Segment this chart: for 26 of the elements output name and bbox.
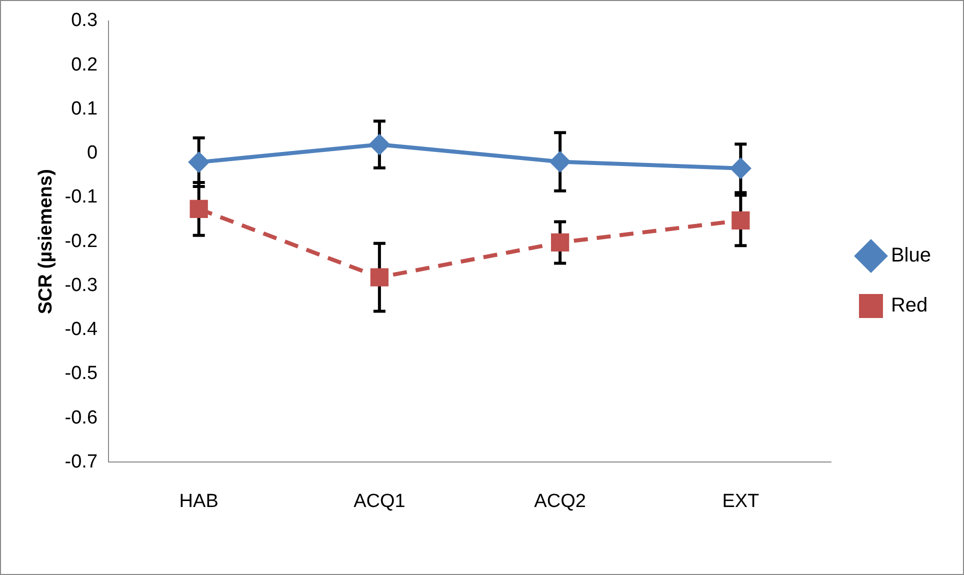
point — [730, 158, 751, 178]
point — [188, 152, 209, 172]
y-tick-label: 0.1 — [71, 98, 98, 120]
legend-label: Blue — [890, 244, 931, 267]
x-tick-label: HAB — [179, 490, 218, 512]
y-tick-label: 0.3 — [71, 10, 98, 32]
y-tick-label: 0.2 — [71, 54, 98, 76]
y-axis-title: SCR (µsiemens) — [36, 169, 57, 314]
point — [190, 200, 208, 218]
y-tick-label: -0.3 — [64, 274, 98, 296]
point — [732, 211, 750, 230]
y-tick-label: -0.5 — [64, 363, 98, 384]
y-tick-label: -0.7 — [64, 451, 98, 472]
x-tick-label: ACQ2 — [534, 490, 586, 512]
legend-label: Red — [890, 294, 928, 317]
y-tick-label: -0.4 — [64, 319, 98, 340]
point — [370, 268, 389, 286]
y-tick-label: -0.1 — [64, 186, 98, 208]
y-tick-label: 0 — [86, 142, 98, 164]
y-tick-label: -0.2 — [64, 230, 98, 252]
point — [369, 134, 390, 155]
point — [550, 152, 570, 172]
point — [550, 233, 570, 252]
x-tick-label: EXT — [722, 490, 760, 512]
x-tick-label: ACQ1 — [354, 490, 406, 512]
y-tick-label: -0.6 — [64, 407, 98, 428]
